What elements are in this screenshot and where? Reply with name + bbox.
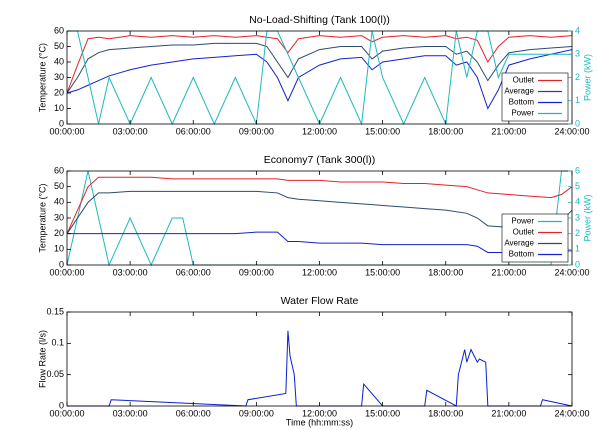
legend-label: Power xyxy=(511,109,534,118)
y2-tick-label: 4 xyxy=(575,25,580,35)
x-tick-label: 03:00:00 xyxy=(113,126,148,136)
legend-label: Average xyxy=(504,239,534,248)
x-tick-label: 03:00:00 xyxy=(113,267,148,277)
x-tick-label: 00:00:00 xyxy=(49,126,84,136)
y2-tick-label: 1 xyxy=(575,244,580,254)
y-tick-label: 30 xyxy=(54,212,64,222)
y-tick-label: 50 xyxy=(54,181,64,191)
x-tick-label: 18:00:00 xyxy=(428,408,463,418)
y-axis-label: Temperature (°C) xyxy=(37,43,47,112)
y2-tick-label: 0 xyxy=(575,118,580,128)
x-tick-label: 15:00:00 xyxy=(365,408,400,418)
legend-label: Outlet xyxy=(513,76,535,85)
x-tick-label: 12:00:00 xyxy=(302,408,337,418)
series-line xyxy=(67,49,572,110)
y-tick-label: 20 xyxy=(54,87,64,97)
series-line xyxy=(67,42,572,94)
chart-title: Water Flow Rate xyxy=(281,295,359,307)
x-tick-label: 21:00:00 xyxy=(491,267,526,277)
y-tick-label: 50 xyxy=(54,41,64,51)
y2-tick-label: 3 xyxy=(575,49,580,59)
x-tick-label: 21:00:00 xyxy=(491,126,526,136)
y-tick-label: 10 xyxy=(54,103,64,113)
y2-tick-label: 2 xyxy=(575,228,580,238)
x-tick-label: 12:00:00 xyxy=(302,126,337,136)
x-tick-label: 06:00:00 xyxy=(176,408,211,418)
x-tick-label: 09:00:00 xyxy=(239,408,274,418)
plot-area xyxy=(67,312,572,406)
y2-tick-label: 0 xyxy=(575,259,580,269)
y-tick-label: 60 xyxy=(54,25,64,35)
y2-tick-label: 3 xyxy=(575,212,580,222)
legend-label: Power xyxy=(511,217,534,226)
chart-title: Economy7 (Tank 300(l)) xyxy=(264,154,375,166)
legend-label: Outlet xyxy=(513,228,535,237)
x-tick-label: 18:00:00 xyxy=(428,267,463,277)
y-tick-label: 0.1 xyxy=(51,338,64,348)
x-tick-label: 21:00:00 xyxy=(491,408,526,418)
y2-axis-label: Power (kW) xyxy=(582,194,592,241)
y-tick-label: 40 xyxy=(54,197,64,207)
x-tick-label: 00:00:00 xyxy=(49,408,84,418)
x-tick-label: 15:00:00 xyxy=(365,267,400,277)
x-tick-label: 12:00:00 xyxy=(302,267,337,277)
x-tick-label: 24:00:00 xyxy=(554,408,589,418)
y-tick-label: 30 xyxy=(54,72,64,82)
y-axis-label: Temperature (°C) xyxy=(37,183,47,252)
series-line xyxy=(67,35,572,94)
x-tick-label: 06:00:00 xyxy=(176,126,211,136)
plot-area xyxy=(67,31,572,124)
y2-tick-label: 1 xyxy=(575,95,580,105)
y2-tick-label: 2 xyxy=(575,72,580,82)
legend-label: Bottom xyxy=(509,98,535,107)
x-tick-label: 24:00:00 xyxy=(554,126,589,136)
x-tick-label: 06:00:00 xyxy=(176,267,211,277)
y2-tick-label: 5 xyxy=(575,181,580,191)
y-tick-label: 0 xyxy=(59,118,64,128)
y-tick-label: 0.05 xyxy=(46,369,64,379)
plot-area xyxy=(67,171,572,265)
x-axis-label: Time (hh:mm:ss) xyxy=(286,417,353,427)
series-line xyxy=(67,176,572,234)
y-tick-label: 0.15 xyxy=(46,306,64,316)
series-line xyxy=(67,231,572,253)
x-tick-label: 18:00:00 xyxy=(428,126,463,136)
legend-label: Average xyxy=(504,87,534,96)
x-tick-label: 09:00:00 xyxy=(239,267,274,277)
y-tick-label: 0 xyxy=(59,259,64,269)
x-tick-label: 09:00:00 xyxy=(239,126,274,136)
y2-tick-label: 6 xyxy=(575,165,580,175)
x-tick-label: 15:00:00 xyxy=(365,126,400,136)
y-tick-label: 40 xyxy=(54,56,64,66)
y2-tick-label: 4 xyxy=(575,197,580,207)
y-axis-label: Flow Rate (l/s) xyxy=(37,330,47,388)
y-tick-label: 0 xyxy=(59,400,64,410)
chart-title: No-Load-Shifting (Tank 100(l)) xyxy=(249,14,390,26)
y2-axis-label: Power (kW) xyxy=(582,54,592,101)
y-tick-label: 10 xyxy=(54,244,64,254)
y-tick-label: 60 xyxy=(54,165,64,175)
y-tick-label: 20 xyxy=(54,228,64,238)
series-line xyxy=(67,190,572,234)
x-tick-label: 00:00:00 xyxy=(49,267,84,277)
legend-label: Bottom xyxy=(509,250,535,259)
x-tick-label: 03:00:00 xyxy=(113,408,148,418)
x-tick-label: 24:00:00 xyxy=(554,267,589,277)
